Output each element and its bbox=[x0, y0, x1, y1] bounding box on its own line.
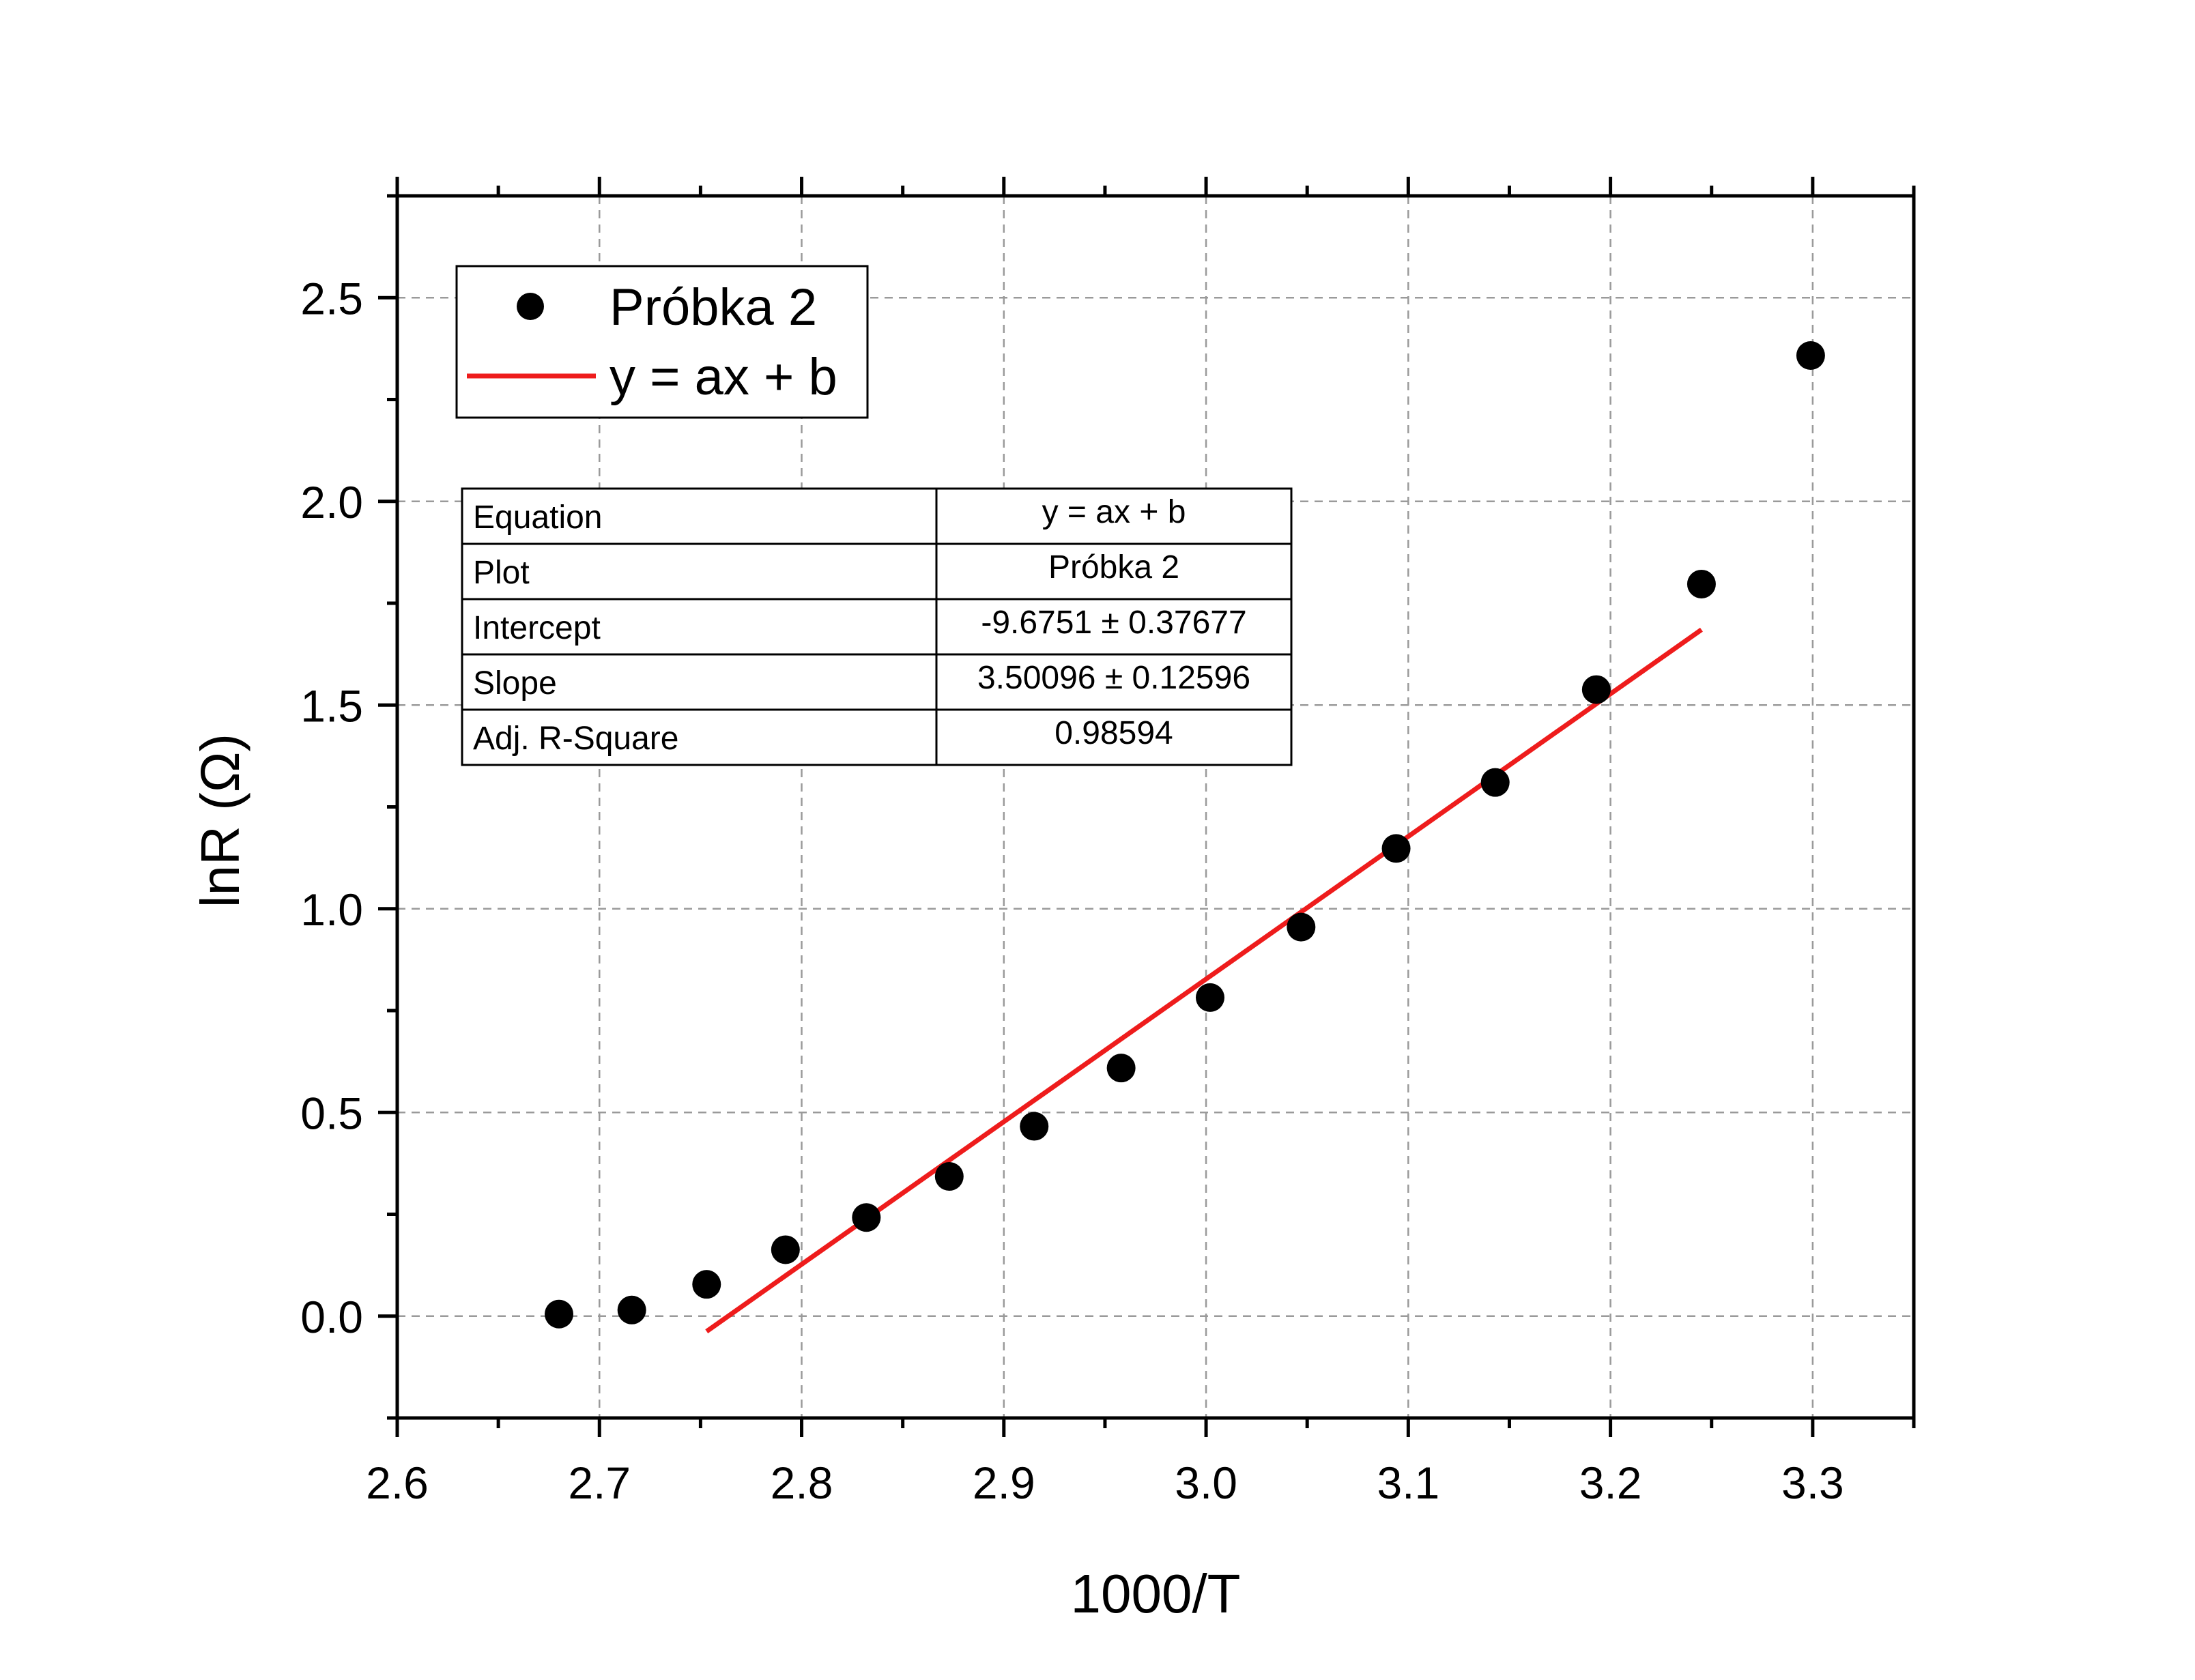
table-border bbox=[461, 487, 1293, 766]
data-point bbox=[1480, 768, 1510, 797]
legend-label-scatter: Próbka 2 bbox=[609, 278, 817, 336]
data-point bbox=[1195, 983, 1224, 1012]
x-tick-label: 2.9 bbox=[973, 1458, 1035, 1508]
table-row-label: Equation bbox=[473, 499, 603, 536]
plot-frame bbox=[395, 194, 1916, 1420]
x-tick-labels: 2.6 2.7 2.8 2.9 3.0 3.1 3.2 3.3 bbox=[366, 1458, 1844, 1508]
y-tick-label: 0.0 bbox=[300, 1292, 363, 1342]
legend-box bbox=[455, 265, 869, 419]
y-tick-labels: 0.0 0.5 1.0 1.5 2.0 2.5 bbox=[300, 273, 363, 1342]
data-point bbox=[1381, 834, 1411, 863]
data-point bbox=[545, 1299, 574, 1329]
x-tick-label: 3.0 bbox=[1175, 1458, 1237, 1508]
legend-marker-scatter bbox=[517, 293, 544, 320]
data-point bbox=[852, 1203, 881, 1232]
data-point bbox=[934, 1161, 964, 1191]
y-tick-label: 1.0 bbox=[300, 884, 363, 935]
data-point bbox=[617, 1295, 646, 1324]
data-point bbox=[1287, 912, 1316, 942]
y-tick-label: 2.0 bbox=[300, 477, 363, 527]
data-point bbox=[1687, 569, 1716, 598]
table-row-label: Intercept bbox=[473, 610, 601, 646]
x-tick-label: 2.6 bbox=[366, 1458, 429, 1508]
table-row-label: Adj. R-Square bbox=[473, 721, 678, 757]
data-point bbox=[1581, 675, 1611, 704]
x-tick-label: 2.7 bbox=[568, 1458, 631, 1508]
y-axis-title: lnR (Ω) bbox=[190, 734, 250, 908]
data-point bbox=[1106, 1054, 1136, 1083]
x-tick-label: 3.2 bbox=[1579, 1458, 1642, 1508]
x-tick-label: 3.1 bbox=[1377, 1458, 1439, 1508]
x-axis-title: 1000/T bbox=[1070, 1563, 1240, 1624]
data-point bbox=[692, 1270, 721, 1299]
table-row-value: y = ax + b bbox=[1042, 494, 1186, 530]
series-layer bbox=[545, 341, 1825, 1333]
fit-results-table: Equation y = ax + b Plot Próbka 2 Intercept -… bbox=[461, 487, 1293, 766]
data-point bbox=[771, 1235, 800, 1264]
x-tick-label: 2.8 bbox=[771, 1458, 833, 1508]
grid-lines bbox=[397, 196, 1914, 1418]
table-row-value: 0.98594 bbox=[1055, 715, 1173, 751]
y-tick-label: 2.5 bbox=[300, 273, 363, 323]
table-row-value: -9.6751 ± 0.37677 bbox=[981, 605, 1246, 641]
data-point bbox=[1020, 1112, 1049, 1141]
table-row-value: Próbka 2 bbox=[1048, 549, 1179, 585]
y-tick-label: 0.5 bbox=[300, 1088, 363, 1138]
x-tick-label: 3.3 bbox=[1781, 1458, 1844, 1508]
y-tick-label: 1.5 bbox=[300, 680, 363, 731]
legend-label-fit: y = ax + b bbox=[609, 348, 837, 406]
table-row-label: Slope bbox=[473, 665, 557, 701]
table-row-label: Plot bbox=[473, 555, 530, 591]
legend: Próbka 2 y = ax + b bbox=[455, 265, 869, 419]
data-point bbox=[1796, 341, 1825, 371]
table-row-value: 3.50096 ± 0.12596 bbox=[977, 660, 1250, 696]
